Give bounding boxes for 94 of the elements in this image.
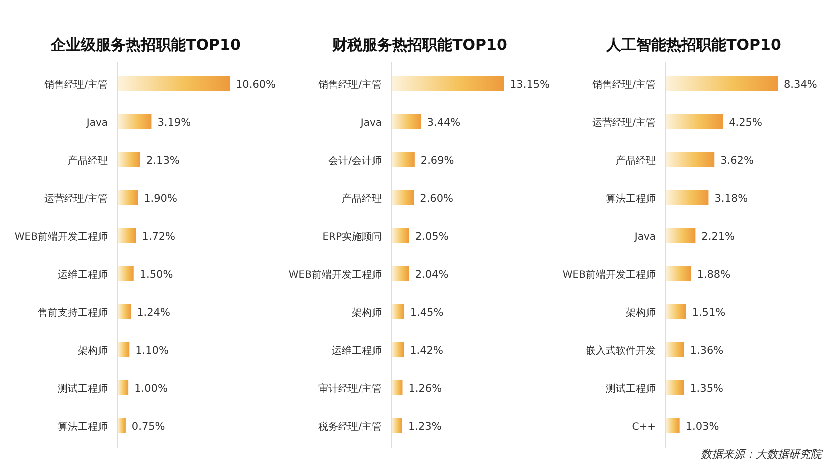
y-tick-label: 测试工程师 [606, 383, 656, 395]
bar [118, 342, 130, 358]
data-label: 2.69% [420, 155, 454, 167]
bar [392, 152, 415, 168]
y-tick-label: 产品经理 [68, 155, 108, 167]
data-label: 2.21% [702, 231, 736, 243]
y-tick-label: 架构师 [352, 307, 382, 319]
data-label: 2.04% [415, 269, 449, 281]
data-label: 0.75% [132, 421, 166, 433]
bar [392, 304, 404, 320]
data-label: 1.90% [144, 193, 178, 205]
data-label: 1.42% [410, 345, 444, 357]
y-tick-label: 产品经理 [616, 155, 656, 167]
data-label: 3.62% [720, 155, 754, 167]
data-label: 2.60% [420, 193, 454, 205]
y-tick-label: 算法工程师 [606, 193, 656, 205]
data-label: 1.24% [137, 307, 170, 319]
bar [392, 114, 422, 130]
data-label: 3.19% [158, 117, 192, 129]
bar [666, 114, 724, 130]
bar [118, 380, 129, 396]
bar [666, 190, 709, 206]
data-label: 1.35% [690, 383, 724, 395]
bar [392, 266, 410, 282]
data-label: 1.50% [140, 269, 174, 281]
bar [666, 342, 684, 358]
bar [392, 76, 504, 92]
y-tick-label: 审计经理/主管 [318, 383, 382, 395]
bar [118, 228, 136, 244]
y-tick-label: 会计/会计师 [328, 155, 382, 167]
data-label: 2.05% [415, 231, 449, 243]
y-tick-label: WEB前端开发工程师 [288, 269, 382, 281]
data-label: 8.34% [784, 79, 818, 91]
data-label: 1.23% [408, 421, 442, 433]
annotation: 数据来源：大数据研究院 [701, 448, 824, 461]
y-tick-label: WEB前端开发工程师 [14, 231, 108, 243]
y-tick-label: 销售经理/主管 [592, 79, 656, 91]
y-tick-label: Java [86, 118, 108, 129]
bar [118, 418, 126, 434]
y-tick-label: C++ [632, 422, 656, 433]
data-label: 1.45% [410, 307, 444, 319]
bar [392, 380, 403, 396]
data-label: 1.51% [692, 307, 726, 319]
y-tick-label: 运维工程师 [332, 345, 382, 357]
data-label: 2.13% [146, 155, 180, 167]
y-tick-label: Java [360, 118, 382, 129]
y-tick-label: ERP实施顾问 [322, 231, 382, 243]
y-tick-label: 售前支持工程师 [38, 307, 108, 319]
bar [392, 190, 414, 206]
chart-title: 人工智能热招职能TOP10 [606, 36, 782, 54]
bar [666, 304, 686, 320]
y-tick-label: 销售经理/主管 [318, 79, 382, 91]
bar [666, 380, 684, 396]
bar [118, 190, 138, 206]
data-label: 1.36% [690, 345, 724, 357]
chart-title: 财税服务热招职能TOP10 [332, 36, 508, 54]
y-tick-label: 测试工程师 [58, 383, 108, 395]
y-tick-label: 产品经理 [342, 193, 382, 205]
data-label: 1.88% [697, 269, 731, 281]
y-tick-label: 税务经理/主管 [318, 421, 382, 433]
y-tick-label: 运维工程师 [58, 269, 108, 281]
y-tick-label: Java [634, 232, 656, 243]
data-label: 1.26% [408, 383, 442, 395]
y-tick-label: 嵌入式软件开发 [586, 345, 656, 357]
data-label: 4.25% [729, 117, 762, 129]
bar [666, 152, 715, 168]
y-tick-label: 销售经理/主管 [44, 79, 108, 91]
data-label: 10.60% [236, 79, 276, 91]
bar [118, 76, 230, 92]
bar [118, 152, 141, 168]
data-label: 1.10% [136, 345, 169, 357]
data-label: 1.72% [142, 231, 176, 243]
chart-title: 企业级服务热招职能TOP10 [50, 36, 241, 54]
y-tick-label: 算法工程师 [58, 421, 108, 433]
bar [118, 304, 132, 320]
bar [666, 76, 778, 92]
bar [666, 266, 692, 282]
bar [392, 228, 410, 244]
bar [392, 342, 404, 358]
y-tick-label: 架构师 [78, 345, 108, 357]
data-label: 1.00% [134, 383, 168, 395]
bar [666, 418, 680, 434]
y-tick-label: 架构师 [626, 307, 656, 319]
bar [666, 228, 696, 244]
y-tick-label: 运营经理/主管 [592, 117, 656, 129]
y-tick-label: WEB前端开发工程师 [562, 269, 656, 281]
data-label: 13.15% [510, 79, 550, 91]
bar [118, 266, 134, 282]
data-label: 3.18% [714, 193, 748, 205]
bar [118, 114, 152, 130]
data-label: 1.03% [686, 421, 720, 433]
y-tick-label: 运营经理/主管 [44, 193, 108, 205]
data-label: 3.44% [427, 117, 461, 129]
bar [392, 418, 402, 434]
